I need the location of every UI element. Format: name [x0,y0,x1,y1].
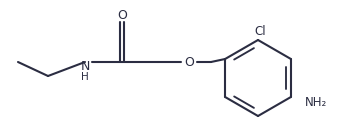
Text: O: O [117,8,127,22]
Text: H: H [81,72,89,82]
Text: O: O [184,55,194,69]
Text: NH₂: NH₂ [305,96,327,110]
Text: N: N [80,59,90,73]
Text: Cl: Cl [254,24,266,38]
